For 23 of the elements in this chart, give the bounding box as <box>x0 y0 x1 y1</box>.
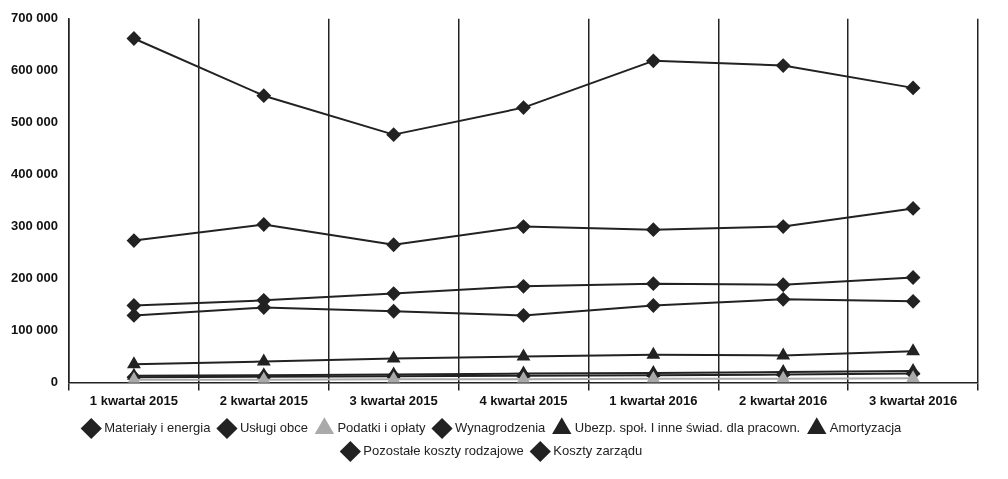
legend-label: Materiały i energia <box>104 420 212 436</box>
y-tick-label: 100 000 <box>10 322 58 338</box>
legend-label: Koszty zarządu <box>553 443 643 459</box>
x-tick-label: 4 kwartał 2015 <box>479 392 568 408</box>
x-tick-label: 3 kwartał 2015 <box>349 392 438 408</box>
legend-label: Pozostałe koszty rodzajowe <box>363 443 524 459</box>
legend-label: Wynagrodzenia <box>455 420 547 436</box>
y-tick-label: 300 000 <box>10 218 58 234</box>
x-tick-label: 1 kwartał 2016 <box>609 392 698 408</box>
y-tick-label: 600 000 <box>10 62 58 78</box>
x-tick-label: 2 kwartał 2015 <box>219 392 308 408</box>
legend-label: Ubezp. społ. I inne świad. dla pracown. <box>574 420 801 436</box>
y-tick-label: 200 000 <box>10 270 58 286</box>
legend-label: Podatki i opłaty <box>337 420 427 436</box>
y-tick-label: 400 000 <box>10 166 58 182</box>
y-tick-label: 700 000 <box>10 10 58 26</box>
legend-label: Usługi obce <box>239 420 308 436</box>
x-tick-label: 2 kwartał 2016 <box>739 392 828 408</box>
x-tick-label: 3 kwartał 2016 <box>868 392 958 408</box>
y-tick-label: 0 <box>50 373 58 389</box>
legend-label: Amortyzacja <box>829 420 903 436</box>
x-tick-label: 1 kwartał 2015 <box>89 392 179 408</box>
y-tick-label: 500 000 <box>10 114 58 130</box>
